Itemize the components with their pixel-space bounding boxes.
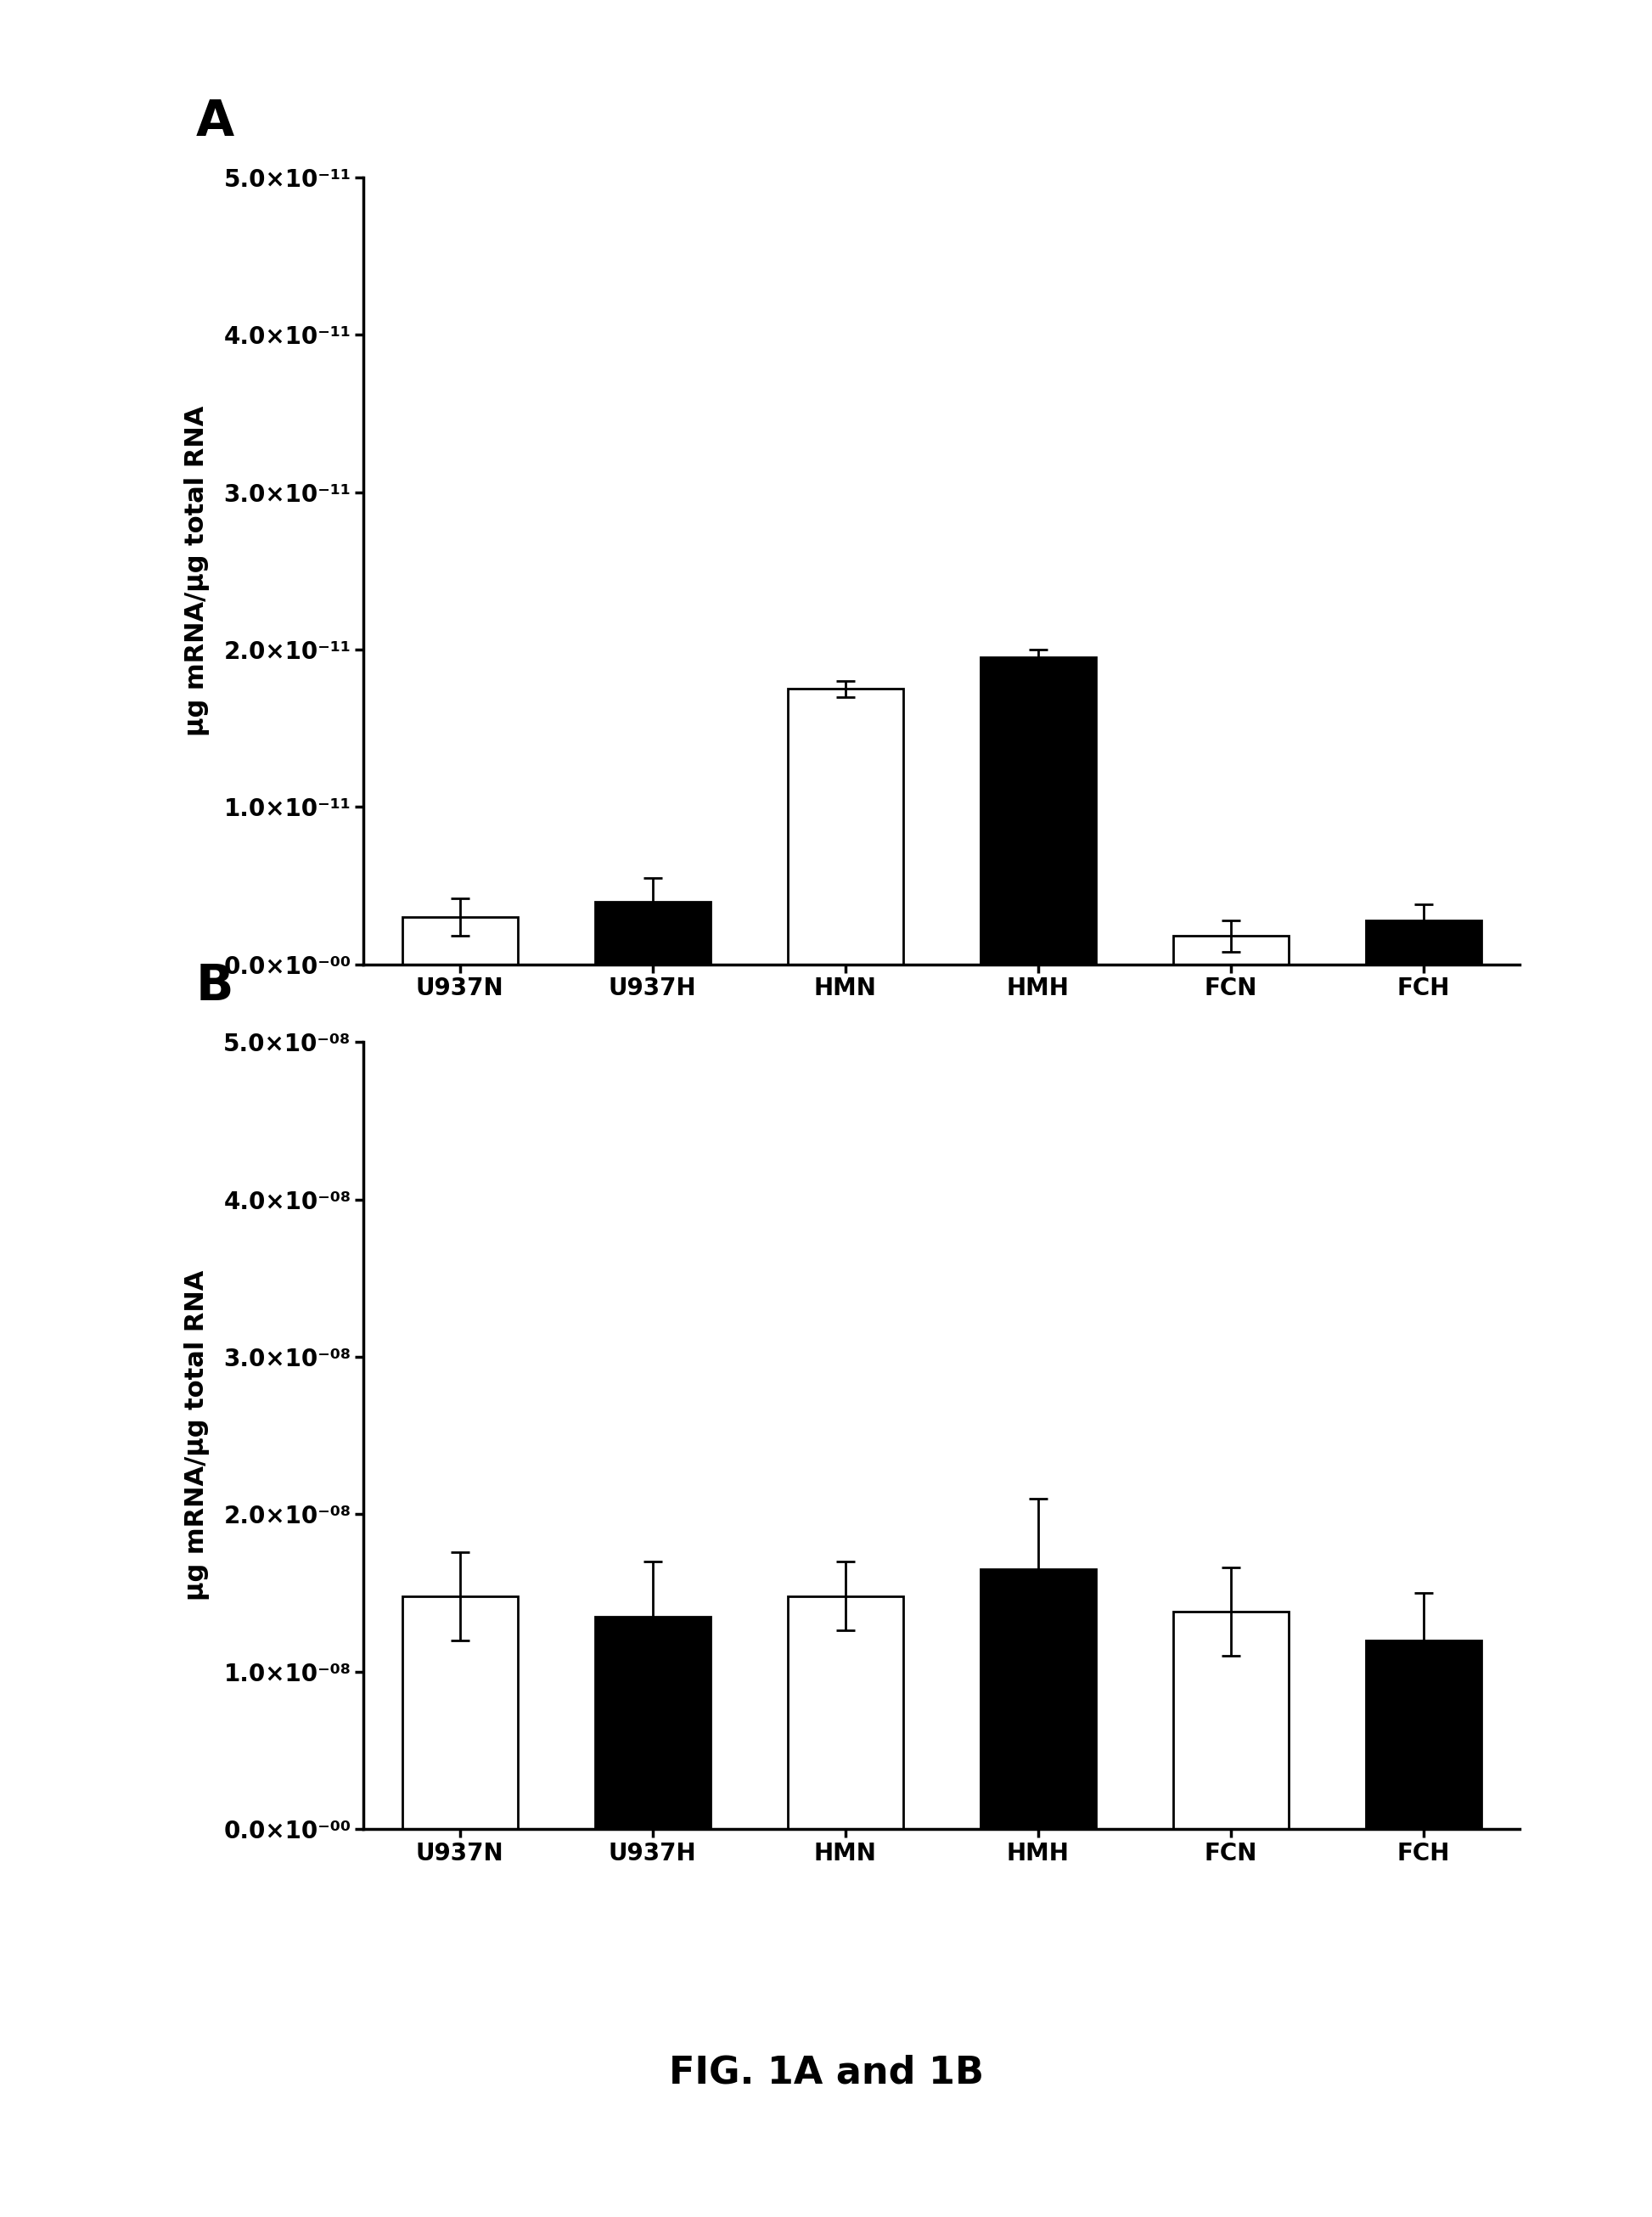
Bar [980,1570,1095,1829]
Bar [595,902,710,964]
Bar [401,1596,517,1829]
Y-axis label: μg mRNA/μg total RNA: μg mRNA/μg total RNA [183,1270,210,1601]
Bar [1366,1641,1482,1829]
Bar [788,689,904,964]
Bar [1173,1612,1289,1829]
Text: B: B [197,962,233,1011]
Y-axis label: μg mRNA/μg total RNA: μg mRNA/μg total RNA [183,406,210,736]
Bar [980,658,1095,964]
Bar [1366,920,1482,964]
Bar [595,1616,710,1829]
Bar [401,918,517,964]
Text: A: A [195,98,235,146]
Bar [1173,936,1289,964]
Bar [788,1596,904,1829]
Text: FIG. 1A and 1B: FIG. 1A and 1B [669,2055,983,2091]
